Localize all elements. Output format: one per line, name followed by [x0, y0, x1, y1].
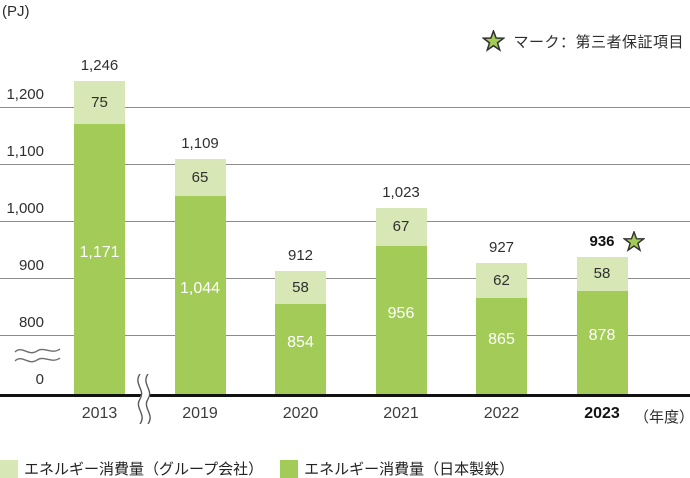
bar-segment-nippon-steel: 956: [375, 246, 427, 396]
star-icon: [623, 231, 645, 253]
bar-segment-nippon-steel: 1,171: [74, 123, 125, 396]
x-axis-label-2023: 2023: [584, 405, 620, 422]
bar-total-label: 912: [256, 246, 346, 266]
y-tick-label-0: 0: [35, 371, 44, 388]
bar-total-label: 1,023: [356, 183, 446, 203]
gridline-1100: [0, 163, 690, 165]
bar-segment-group-companies: 58: [576, 257, 628, 291]
chart-legend: エネルギー消費量（グループ会社） エネルギー消費量（日本製鉄）: [0, 458, 514, 478]
x-axis-label-2022: 2022: [483, 405, 520, 422]
y-tick-label-1000: 1,000: [6, 200, 44, 217]
x-axis-line: [0, 394, 690, 397]
assurance-note: マーク：第三者保証項目: [482, 30, 684, 53]
y-tick-label-1200: 1,200: [6, 86, 44, 103]
x-axis-label-2019: 2019: [182, 405, 218, 422]
y-tick-label-800: 800: [18, 314, 44, 331]
bar-segment-nippon-steel: 878: [576, 290, 628, 396]
total-value: 1,246: [80, 56, 119, 74]
segment-value-label: 67: [392, 218, 410, 236]
legend-item-nippon-steel: エネルギー消費量（日本製鉄）: [280, 458, 514, 478]
bar-segment-group-companies: 62: [476, 262, 527, 298]
bar-segment-group-companies: 58: [275, 271, 326, 305]
total-value: 1,109: [181, 134, 219, 152]
star-icon: [482, 30, 506, 52]
y-tick-label-900: 900: [18, 257, 44, 274]
segment-value-label: 75: [91, 93, 108, 111]
segment-value-label: 62: [493, 271, 510, 289]
legend-swatch-dark-green: [280, 459, 299, 478]
gridline-900: [0, 277, 690, 279]
bar-total-label: 1,109: [155, 134, 245, 154]
y-tick-label-1100: 1,100: [6, 143, 44, 160]
bar-segment-nippon-steel: 1,044: [174, 195, 226, 396]
bar-total-label: 936: [557, 231, 647, 253]
x-axis-label-2021: 2021: [383, 405, 419, 422]
bar-segment-nippon-steel: 854: [275, 304, 326, 396]
total-value: 912: [287, 247, 314, 265]
x-axis-unit-label: （年度）: [634, 409, 690, 426]
x-axis-label-2020: 2020: [282, 405, 319, 422]
segment-value-label: 854: [287, 333, 314, 351]
legend-label: エネルギー消費量（日本製鉄）: [304, 461, 515, 478]
y-axis-unit-label: (PJ): [2, 3, 30, 20]
segment-value-label: 58: [593, 265, 611, 283]
gridline-800: [0, 334, 690, 336]
total-value: 936: [589, 233, 615, 251]
bar-total-label: 927: [457, 238, 547, 258]
segment-value-label: 58: [292, 279, 309, 297]
total-value: 927: [488, 238, 515, 256]
legend-swatch-light-green: [0, 459, 18, 478]
x-axis-break-icon: [137, 374, 151, 424]
legend-item-group-companies: エネルギー消費量（グループ会社）: [0, 458, 263, 478]
x-axis-label-2013: 2013: [81, 405, 118, 422]
bar-segment-group-companies: 75: [74, 80, 125, 124]
segment-value-label: 956: [387, 304, 415, 322]
bar-segment-group-companies: 67: [375, 207, 427, 247]
legend-label: エネルギー消費量（グループ会社）: [24, 461, 264, 478]
gridline-1200: [0, 106, 690, 108]
segment-value-label: 878: [588, 327, 616, 344]
segment-value-label: 1,171: [79, 243, 120, 261]
segment-value-label: 65: [191, 168, 209, 186]
bar-segment-group-companies: 65: [174, 158, 226, 196]
assurance-note-text: マーク：第三者保証項目: [513, 34, 684, 51]
total-value: 1,023: [382, 183, 420, 201]
segment-value-label: 1,044: [179, 279, 221, 297]
segment-value-label: 865: [488, 330, 515, 348]
bar-total-label: 1,246: [55, 56, 145, 76]
bar-segment-nippon-steel: 865: [476, 297, 527, 396]
gridline-1000: [0, 220, 690, 222]
y-axis-break-icon: [14, 348, 61, 363]
